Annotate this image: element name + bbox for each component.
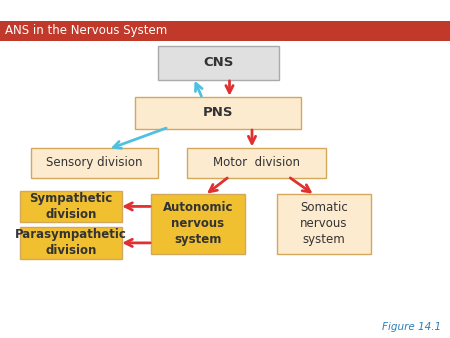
- Text: Figure 14.1: Figure 14.1: [382, 322, 441, 332]
- FancyBboxPatch shape: [32, 148, 158, 178]
- Text: Sensory division: Sensory division: [46, 156, 143, 169]
- FancyBboxPatch shape: [277, 194, 371, 254]
- Text: PNS: PNS: [203, 106, 234, 119]
- Text: Somatic
nervous
system: Somatic nervous system: [300, 201, 348, 246]
- FancyBboxPatch shape: [158, 46, 279, 80]
- Text: Motor  division: Motor division: [213, 156, 300, 169]
- Text: ANS in the Nervous System: ANS in the Nervous System: [5, 24, 168, 37]
- Text: Parasympathetic
division: Parasympathetic division: [15, 228, 127, 257]
- Text: Autonomic
nervous
system: Autonomic nervous system: [163, 201, 233, 246]
- FancyBboxPatch shape: [151, 194, 245, 254]
- FancyBboxPatch shape: [20, 191, 122, 222]
- FancyBboxPatch shape: [20, 227, 122, 259]
- FancyBboxPatch shape: [135, 97, 302, 129]
- FancyBboxPatch shape: [187, 148, 326, 178]
- Bar: [0, 21, 450, 41]
- Text: Sympathetic
division: Sympathetic division: [29, 192, 112, 221]
- Text: CNS: CNS: [203, 56, 234, 70]
